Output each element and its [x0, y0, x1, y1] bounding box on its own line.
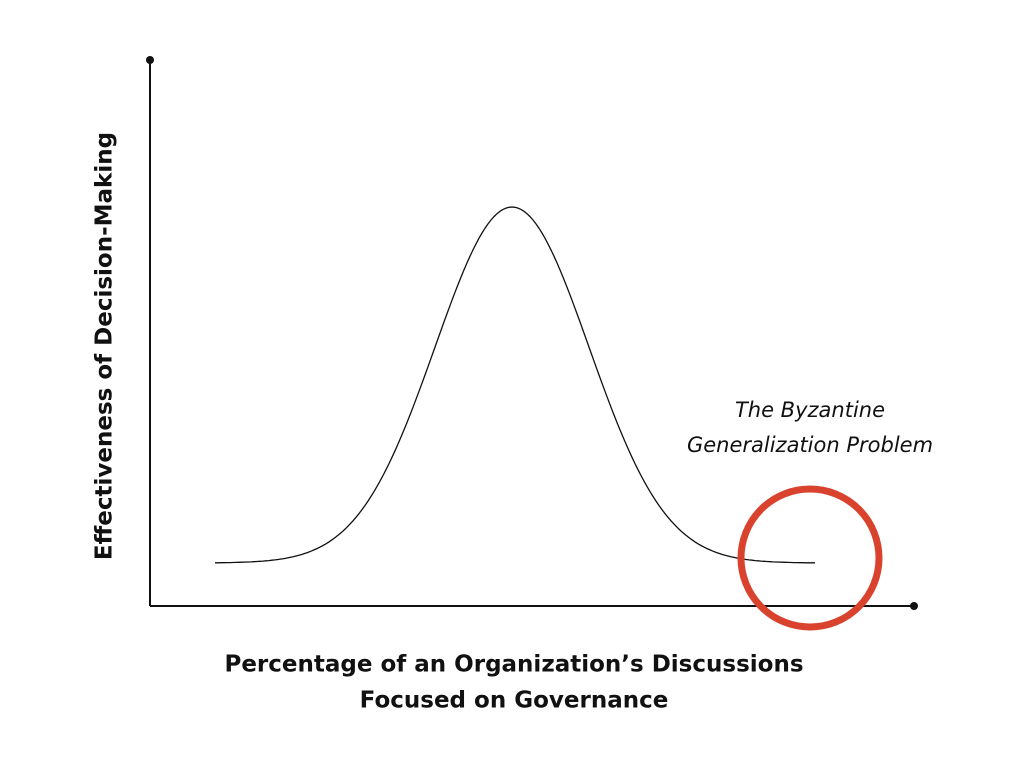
annotation: Generalization Problem	[687, 433, 933, 457]
bell-curve	[215, 206, 815, 564]
y-axis-label: Effectiveness of Decision-Making	[92, 132, 118, 560]
x-axis-label: Focused on Governance	[360, 688, 669, 714]
annotation: The Byzantine	[735, 398, 885, 422]
y-axis-end	[146, 56, 154, 64]
highlight-circle	[737, 485, 883, 631]
x-axis-end	[910, 602, 918, 610]
x-axis-label: Percentage of an Organization’s Discussi…	[224, 652, 803, 678]
